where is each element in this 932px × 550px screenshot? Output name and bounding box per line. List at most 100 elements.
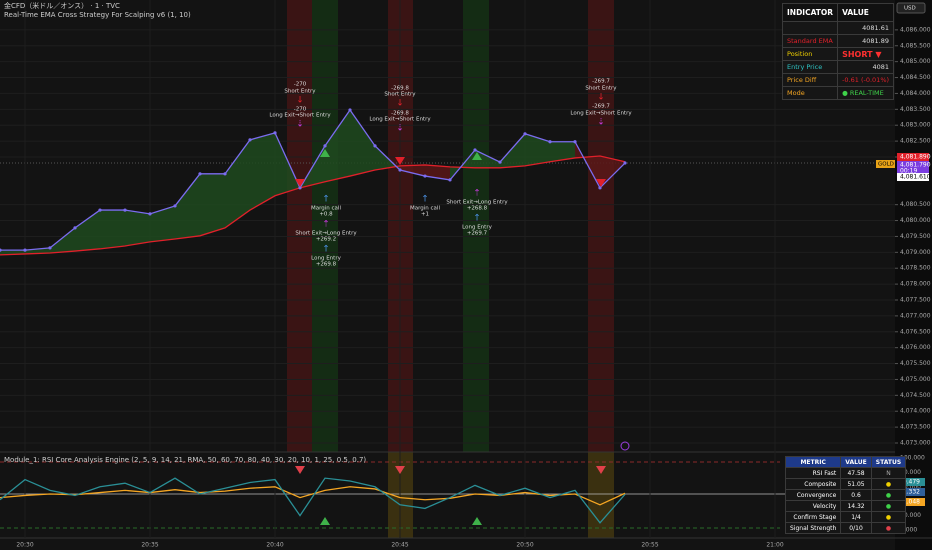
value-cell: ● bbox=[870, 478, 907, 490]
price-point bbox=[173, 204, 177, 208]
x-tick-label: 20:55 bbox=[641, 542, 658, 549]
price-badge bbox=[897, 153, 929, 161]
header-cell: VALUE bbox=[840, 456, 872, 468]
price-badge bbox=[897, 173, 929, 181]
symbol-badge bbox=[876, 160, 895, 168]
label-cell: Entry Price bbox=[781, 60, 839, 74]
cross-fill bbox=[200, 173, 225, 236]
chart-title: 金CFD（米ドル／オンス） · 1 · TVC bbox=[4, 1, 120, 10]
indicator-table: INDICATOR VALUE 4081.61 Standard EMA 4081.… bbox=[781, 3, 895, 100]
price-point bbox=[623, 161, 627, 165]
long-signal bbox=[320, 517, 330, 525]
y-tick-label: 4,073.000 bbox=[900, 440, 931, 447]
short-signal bbox=[295, 466, 305, 474]
y-tick-label: 4,078.000 bbox=[900, 281, 931, 288]
price-point bbox=[548, 140, 552, 144]
y-tick-label: 4,082.500 bbox=[900, 138, 931, 145]
value-cell: 4081 bbox=[837, 60, 895, 74]
annotation-text: +1 bbox=[421, 212, 429, 218]
header-cell: METRIC bbox=[784, 456, 842, 468]
label-cell: Composite bbox=[784, 478, 842, 490]
label-cell: Price Diff bbox=[781, 73, 839, 87]
y-tick-label: 4,085.000 bbox=[900, 58, 931, 65]
y-tick-label: 4,084.500 bbox=[900, 74, 931, 81]
price-point bbox=[423, 174, 427, 178]
annotation-arrow: ↑ bbox=[421, 195, 429, 205]
y-tick-label: 4,077.000 bbox=[900, 312, 931, 319]
series-line bbox=[0, 486, 626, 506]
annotation-text: Short Entry bbox=[284, 89, 316, 95]
annotation-arrow: ↓ bbox=[597, 93, 605, 103]
value-cell: 1/4 bbox=[840, 511, 872, 523]
table-row: Composite 51.05 ● bbox=[784, 478, 907, 490]
y-tick-label: 4,073.500 bbox=[900, 424, 931, 431]
annotation-arrow: ↑ bbox=[322, 195, 330, 205]
currency-button[interactable] bbox=[896, 2, 926, 14]
x-tick-label: 20:35 bbox=[141, 542, 158, 549]
annotation-text: Margin call bbox=[311, 206, 341, 212]
event-icon bbox=[620, 441, 630, 451]
cross-fill bbox=[150, 205, 175, 242]
cross-fill bbox=[50, 227, 75, 253]
value-cell: ● bbox=[870, 511, 907, 523]
value-cell: ● REAL-TIME bbox=[837, 86, 895, 100]
short-signal bbox=[596, 466, 606, 474]
price-point bbox=[348, 108, 352, 112]
y-tick-label: 4,075.000 bbox=[900, 376, 931, 383]
cross-fill bbox=[600, 156, 625, 188]
label-cell: Mode bbox=[781, 86, 839, 100]
annotation-text: -270 bbox=[294, 107, 307, 113]
value-cell: ● bbox=[870, 500, 907, 512]
annotation-arrow: ↑ bbox=[322, 245, 330, 255]
annotation-text: +269.2 bbox=[316, 237, 336, 243]
cross-fill bbox=[275, 132, 300, 196]
short-signal bbox=[295, 179, 305, 187]
signal-band bbox=[312, 0, 338, 452]
price-badge-label: 4,081.890 bbox=[900, 154, 931, 161]
cross-fill bbox=[250, 132, 275, 211]
annotation-arrow: ⇣ bbox=[296, 120, 304, 130]
header-cell: VALUE bbox=[837, 3, 895, 22]
annotation-text: Short Exit→Long Entry bbox=[446, 200, 508, 206]
price-point bbox=[98, 208, 102, 212]
annotation-text: Long Exit→Short Entry bbox=[269, 113, 331, 119]
value-badge-label: 51.048 bbox=[899, 499, 920, 506]
series-line bbox=[0, 477, 626, 524]
y-tick-label: 4,076.000 bbox=[900, 344, 931, 351]
price-point bbox=[323, 144, 327, 148]
y-tick-label: 100.000 bbox=[900, 454, 925, 461]
price-point bbox=[23, 248, 27, 252]
price-point bbox=[398, 168, 402, 172]
long-signal bbox=[320, 149, 330, 157]
price-point bbox=[248, 138, 252, 142]
header-cell: INDICATOR bbox=[781, 3, 839, 22]
price-badge bbox=[897, 161, 929, 169]
symbol-badge-label: GOLD bbox=[878, 162, 894, 168]
label-cell: RSI Fast bbox=[784, 467, 842, 479]
table-row: Convergence 0.6 ● bbox=[784, 489, 907, 501]
annotation-arrow: ↓ bbox=[396, 99, 404, 109]
annotation-text: Short Exit→Long Entry bbox=[295, 231, 357, 237]
y-tick-label: 4,075.500 bbox=[900, 360, 931, 367]
signal-band bbox=[463, 0, 489, 452]
price-point bbox=[148, 212, 152, 216]
short-signal bbox=[395, 157, 405, 165]
y-tick-label: 4,084.000 bbox=[900, 90, 931, 97]
label-cell bbox=[781, 21, 839, 35]
value-cell: ● bbox=[870, 522, 907, 534]
x-tick-label: 20:45 bbox=[391, 542, 408, 549]
annotation-text: Long Exit→Short Entry bbox=[369, 117, 431, 123]
label-cell: Signal Strength bbox=[784, 522, 842, 534]
price-point bbox=[573, 140, 577, 144]
cross-fill bbox=[225, 139, 250, 228]
value-cell: N bbox=[870, 467, 907, 479]
currency-label: USD bbox=[904, 6, 916, 12]
price-point bbox=[73, 226, 77, 230]
price-badge-label: 4,081.610 bbox=[900, 174, 931, 181]
y-tick-label: 4,074.000 bbox=[900, 408, 931, 415]
price-point bbox=[0, 248, 2, 252]
cross-fill bbox=[175, 173, 200, 239]
